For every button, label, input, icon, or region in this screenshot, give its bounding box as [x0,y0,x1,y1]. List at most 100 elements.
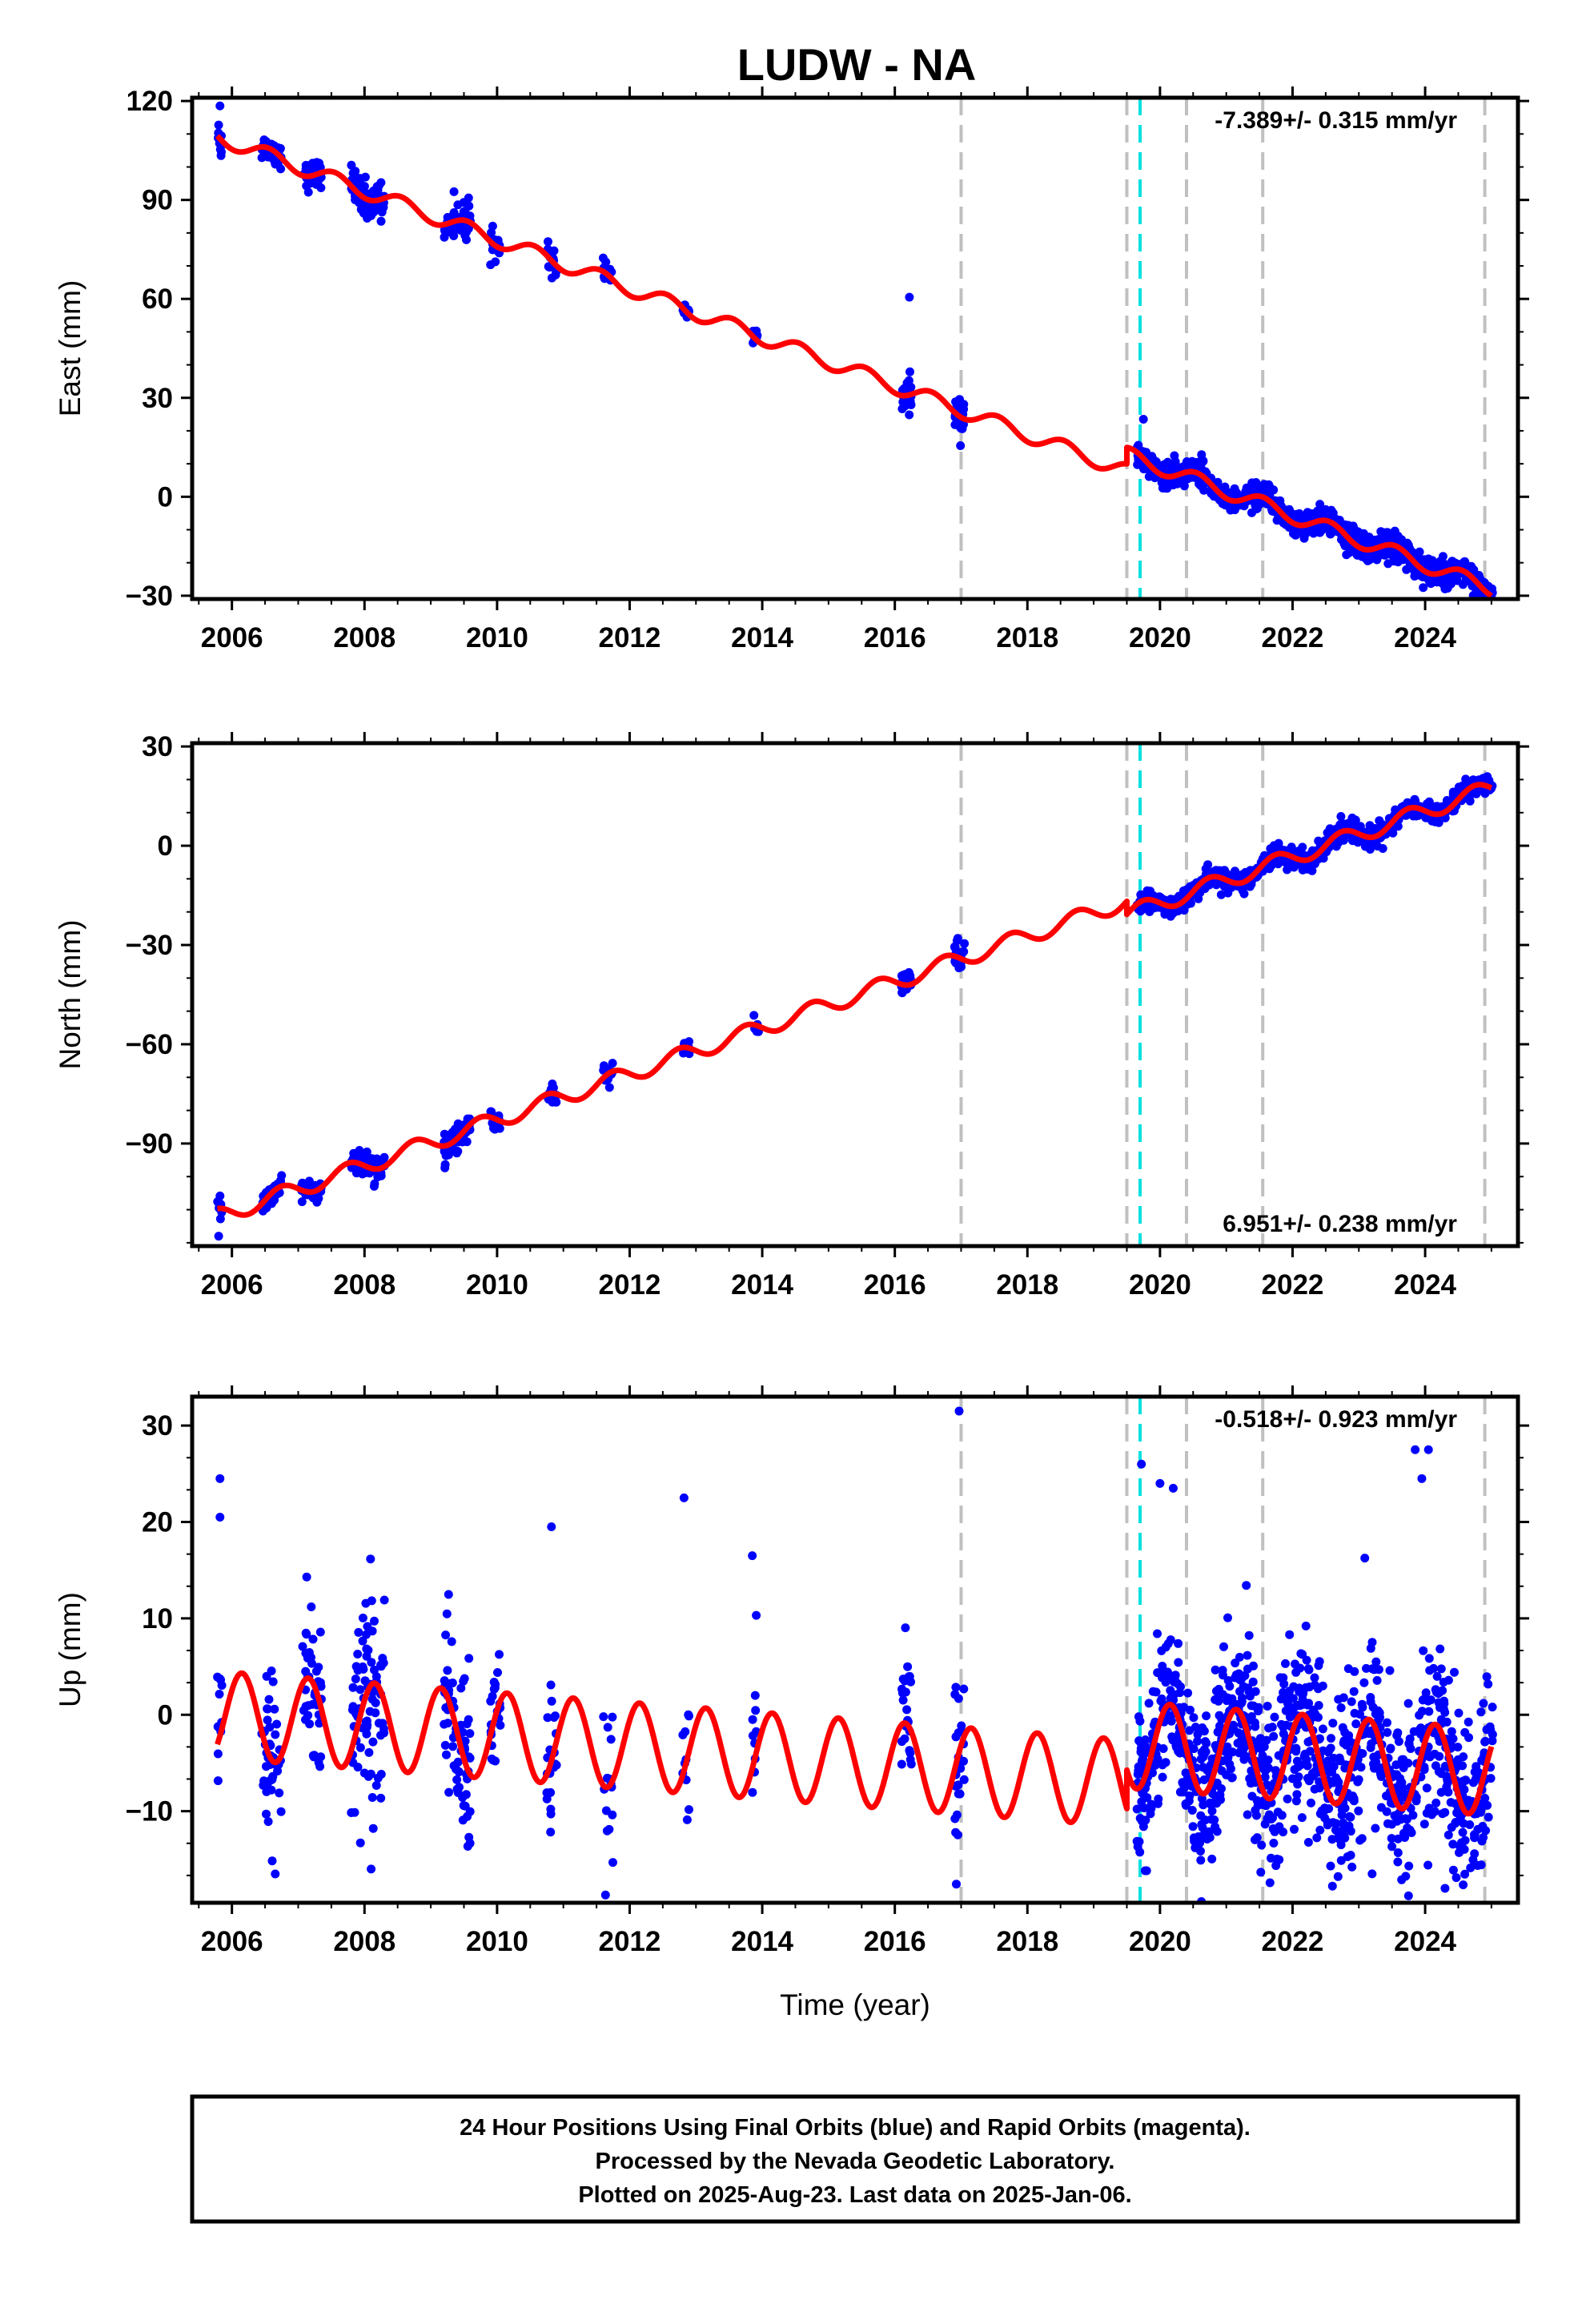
data-point [1438,578,1447,588]
data-point [1435,1703,1444,1712]
data-point [271,1730,280,1739]
data-point [1157,461,1166,471]
data-point [1137,1459,1146,1469]
data-point [367,1596,376,1606]
data-point [1403,538,1412,548]
data-point [1476,1807,1485,1817]
data-point [748,1715,757,1724]
data-point [442,1609,452,1618]
data-point [1135,1848,1145,1857]
data-point [301,1702,311,1711]
data-point [1376,527,1386,537]
data-point [1452,1873,1461,1883]
data-point [1142,1866,1151,1876]
data-point [1487,605,1496,614]
data-point [1263,1702,1272,1711]
data-point [1439,1696,1449,1706]
data-point [1343,1852,1352,1861]
data-point [301,1628,311,1638]
data-point [1136,1767,1146,1775]
data-point [599,1712,608,1722]
data-point [1134,1712,1143,1722]
data-point [1466,1863,1476,1872]
data-point [1387,1834,1396,1844]
data-point [542,1794,552,1803]
data-point [1327,1835,1337,1844]
data-point [1340,1833,1350,1843]
data-point [1202,1739,1211,1748]
data-point [1279,1827,1288,1837]
data-point [1443,1830,1453,1839]
data-point [1374,535,1383,544]
data-point [905,367,914,376]
data-point [1417,1474,1427,1483]
data-point [1453,1755,1463,1764]
data-point [1259,482,1268,492]
y-axis-label: North (mm) [54,919,86,1069]
data-point [1355,1710,1364,1719]
data-point [363,1771,373,1781]
data-point [678,1730,688,1739]
data-point [1289,1682,1299,1691]
data-point [1479,1833,1488,1842]
x-tick-label: 2012 [599,622,661,653]
data-point [954,1789,963,1799]
data-point [213,1749,223,1759]
data-point [1436,1664,1446,1674]
data-point [455,223,464,232]
y-tick-label: 90 [142,185,173,216]
x-tick-label: 2008 [333,622,396,653]
data-point [1336,812,1346,821]
data-point [1367,1664,1377,1674]
data-point [1340,1727,1350,1737]
data-point [1488,1703,1497,1712]
data-point [750,1691,760,1700]
data-point [1374,1665,1383,1675]
data-point [1345,1811,1354,1821]
data-point [953,1830,962,1839]
data-point [215,1690,224,1699]
data-point [1449,1906,1458,1915]
data-point [348,1683,358,1692]
data-point [1290,1765,1299,1775]
data-point [551,1711,560,1721]
data-point [1353,1777,1363,1787]
data-point [546,1680,556,1690]
data-point [1439,561,1448,570]
y-tick-label: 30 [142,383,173,414]
data-point [1451,1819,1460,1828]
data-point [1314,1713,1323,1722]
data-point [215,1198,224,1208]
plot-area [213,1397,1497,1915]
data-point [1241,1751,1251,1761]
rate-label: 6.951+/- 0.238 mm/yr [1223,1211,1457,1237]
data-point [1480,1737,1490,1747]
data-point [1365,845,1375,854]
data-point [1394,1737,1403,1747]
data-point [1187,1806,1197,1815]
x-tick-label: 2020 [1129,622,1191,653]
data-point [1429,1663,1439,1673]
data-point [1281,1659,1290,1668]
data-point [1354,1806,1363,1815]
data-point [1440,1884,1450,1893]
data-point [1292,1790,1302,1799]
data-point [1211,1695,1220,1704]
data-point [452,1764,461,1774]
data-point [1416,1723,1426,1733]
up-panel: −10 0 10 20 30 2006 2008 2010 2012 2014 2016 2018 20… [54,1385,1529,2021]
data-point [1137,1816,1146,1826]
data-point [1383,528,1392,537]
data-point [1297,1813,1307,1823]
data-point [215,1474,225,1483]
data-point [1201,1747,1211,1756]
x-tick-label: 2010 [466,622,528,653]
data-point [359,208,368,218]
data-point [1394,1809,1403,1819]
data-point [1302,1755,1311,1764]
data-point [461,1790,471,1799]
data-point [1227,1773,1237,1783]
data-point [1242,1581,1251,1590]
data-point [1193,1736,1203,1746]
data-point [1456,1838,1466,1848]
